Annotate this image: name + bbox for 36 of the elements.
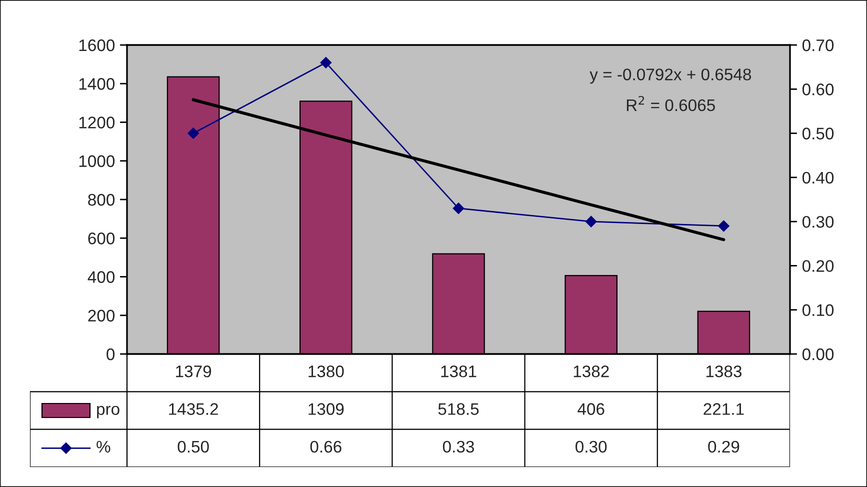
data-label: 406 [578, 403, 604, 415]
data-label: 0.33 [442, 440, 474, 453]
x-tick-label: 1383 [706, 366, 742, 378]
y-tick-label: 400 [88, 271, 115, 283]
y2-tick-label: 0.50 [802, 128, 834, 140]
annotation: y = -0.0792x + 0.6548 [590, 68, 752, 84]
y-tick-label: 1400 [79, 78, 115, 90]
y2-tick-label: 0.70 [802, 39, 834, 52]
y2-tick-label: 0.60 [802, 84, 834, 96]
y-tick-label: 0 [106, 348, 115, 360]
data-label: 0.50 [178, 440, 209, 453]
y2-tick-label: 0.30 [802, 216, 834, 228]
y-tick-label: 1200 [79, 116, 115, 128]
x-tick-label: 1381 [441, 366, 476, 378]
legend-label: % [96, 440, 110, 453]
y2-tick-label: 0.20 [802, 260, 834, 272]
data-label: 0.66 [310, 440, 342, 453]
y-tick-label: 1000 [79, 155, 115, 168]
y-tick-label: 200 [88, 310, 115, 322]
data-label: 221.1 [704, 403, 744, 415]
y-tick-label: 800 [88, 194, 115, 206]
legend-label: pro [97, 406, 120, 418]
annotation: R$^{2}$ = 0.6065 [626, 96, 715, 112]
y2-tick-label: 0.10 [802, 304, 834, 316]
y2-tick-label: 0.00 [802, 348, 834, 360]
y2-tick-label: 0.40 [802, 172, 834, 184]
data-label: 0.30 [576, 440, 607, 453]
data-label: 0.29 [708, 440, 740, 453]
x-tick-label: 1379 [176, 366, 212, 378]
y-tick-label: 600 [88, 232, 115, 244]
data-label: 1309 [308, 403, 344, 415]
data-label: 1435.2 [169, 403, 218, 415]
y-tick-label: 1600 [79, 39, 115, 52]
data-label: 518.5 [438, 403, 479, 415]
x-tick-label: 1382 [574, 366, 609, 378]
x-tick-label: 1380 [308, 366, 344, 378]
